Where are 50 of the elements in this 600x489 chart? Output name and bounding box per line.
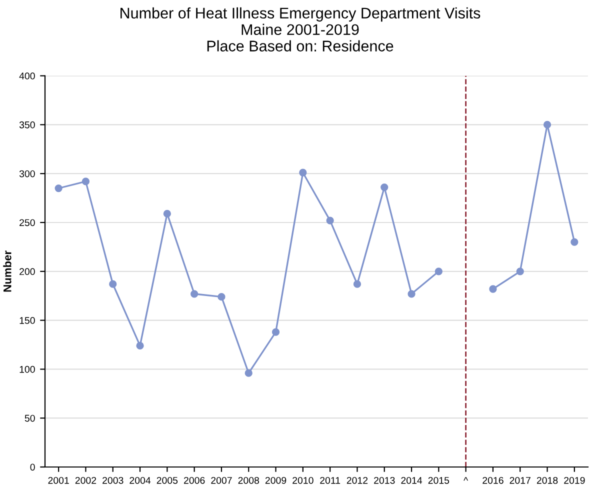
x-tick-label: 2013 xyxy=(374,476,395,484)
point xyxy=(516,268,524,276)
x-tick-label: 2001 xyxy=(48,476,69,484)
y-axis-title: Number xyxy=(3,250,12,292)
x-tick-label: 2009 xyxy=(265,476,286,484)
y-tick-label: 300 xyxy=(19,170,35,178)
x-tick-label: 2019 xyxy=(564,476,585,484)
x-tick-label: 2005 xyxy=(156,476,178,484)
x-tick-label: 2006 xyxy=(184,476,205,484)
point xyxy=(244,369,252,377)
point xyxy=(380,183,388,192)
point xyxy=(434,268,442,276)
x-tick-label: 2011 xyxy=(320,476,340,484)
point xyxy=(82,178,90,186)
y-tick-label: 150 xyxy=(20,317,35,324)
x-tick-label: 2017 xyxy=(510,476,530,484)
point xyxy=(353,280,362,288)
point xyxy=(136,342,144,350)
x-tick-label: 2002 xyxy=(75,476,96,484)
point xyxy=(326,216,334,224)
y-tick-label: 0 xyxy=(30,464,35,471)
x-tick-label: 2010 xyxy=(292,476,314,484)
x-tick-label: 2008 xyxy=(238,476,260,484)
x-tick-label: 2003 xyxy=(102,476,124,484)
point xyxy=(54,184,62,192)
x-tick-label: 2018 xyxy=(536,476,558,484)
point xyxy=(163,210,171,218)
y-tick-label: 350 xyxy=(19,121,35,128)
x-tick-label: 2015 xyxy=(428,476,450,484)
y-tick-label: 250 xyxy=(20,219,35,226)
y-tick-label: 400 xyxy=(19,72,35,80)
chart-title: Number of Heat Illness Emergency Department Visits Maine 2001-2019 Place Based on: Residence xyxy=(120,7,480,52)
point xyxy=(570,238,578,246)
point xyxy=(272,328,280,336)
point xyxy=(190,290,198,298)
y-tick-label: 50 xyxy=(24,414,35,422)
x-tick-label: 2012 xyxy=(346,476,368,484)
x-tick-label: 2014 xyxy=(401,476,422,484)
point xyxy=(109,280,117,288)
point xyxy=(408,290,416,298)
point xyxy=(218,293,226,301)
x-tick-label: 2007 xyxy=(211,476,232,484)
point xyxy=(299,168,307,176)
y-tick-label: 100 xyxy=(20,366,35,373)
x-tick-label: 2016 xyxy=(482,476,504,484)
x-tick-label: ^ xyxy=(464,477,468,481)
x-tick-label: 2004 xyxy=(130,476,151,484)
point xyxy=(543,120,552,129)
point xyxy=(489,285,497,293)
y-tick-label: 200 xyxy=(20,268,35,276)
